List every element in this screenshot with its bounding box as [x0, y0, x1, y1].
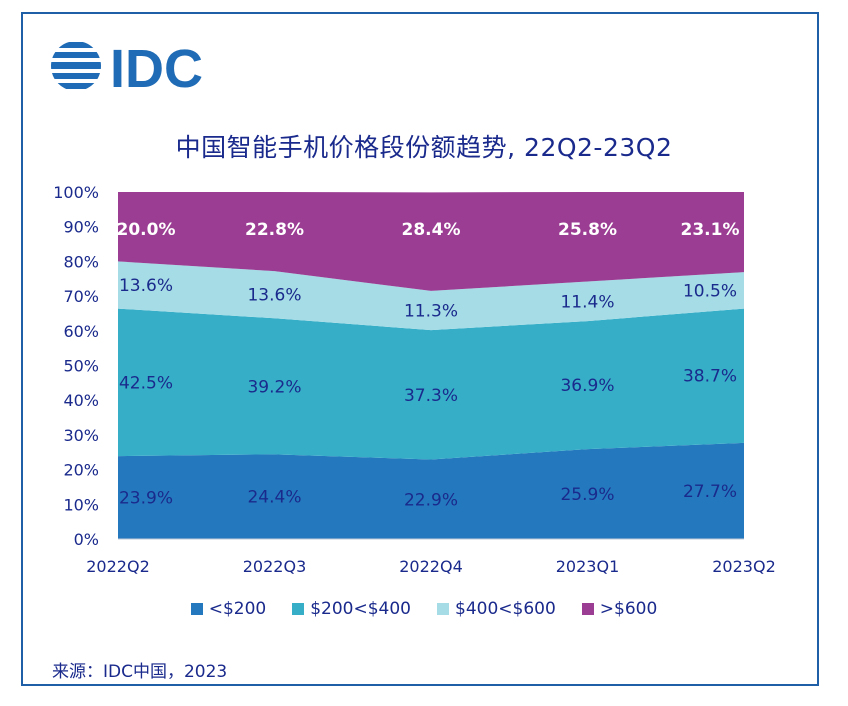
y-tick-label: 40% — [63, 391, 99, 410]
y-axis: 0% 10% 20% 30% 40% 50% 60% 70% 80% 90% 100% — [53, 183, 99, 549]
data-label: 37.3% — [404, 386, 458, 406]
y-tick-label: 50% — [63, 357, 99, 376]
y-tick-label: 70% — [63, 287, 99, 306]
data-label: 10.5% — [683, 281, 737, 301]
data-labels: 23.9% 24.4% 22.9% 25.9% 27.7% 42.5% 39.2% 37.3%… — [117, 220, 740, 510]
legend-item: <$200 — [190, 599, 267, 619]
legend-label: $400<$600 — [455, 599, 556, 619]
x-tick-label: 2022Q4 — [399, 557, 463, 576]
legend-item: $200<$400 — [292, 599, 411, 619]
data-label: 11.3% — [404, 302, 458, 322]
x-axis: 2022Q2 2022Q3 2022Q4 2023Q1 2023Q2 — [86, 538, 776, 576]
x-tick-label: 2022Q3 — [243, 557, 307, 576]
data-label: 24.4% — [247, 488, 301, 508]
x-tick-label: 2023Q1 — [556, 557, 620, 576]
data-label: 25.8% — [558, 220, 617, 240]
y-tick-label: 100% — [53, 183, 99, 202]
data-label: 38.7% — [683, 367, 737, 387]
data-label: 11.4% — [560, 292, 614, 312]
data-label: 13.6% — [247, 286, 301, 306]
globe-icon — [51, 42, 101, 89]
legend-swatch — [190, 603, 203, 615]
chart-title: 中国智能手机价格段份额趋势, 22Q2-23Q2 — [175, 133, 673, 162]
idc-logo: IDC — [51, 39, 203, 94]
y-tick-label: 10% — [63, 495, 99, 514]
legend-item: $400<$600 — [437, 599, 556, 619]
data-label: 25.9% — [560, 485, 614, 505]
data-label: 42.5% — [119, 373, 173, 393]
data-label: 22.8% — [245, 220, 304, 240]
area-series-3 — [118, 192, 744, 291]
legend-swatch — [292, 603, 305, 615]
x-tick-label: 2023Q2 — [712, 557, 776, 576]
legend-label: <$200 — [208, 599, 267, 619]
y-tick-label: 30% — [63, 426, 99, 445]
y-tick-label: 90% — [63, 218, 99, 237]
data-label: 36.9% — [560, 376, 614, 396]
data-label: 28.4% — [402, 220, 461, 240]
data-label: 39.2% — [247, 377, 301, 397]
legend-label: >$600 — [599, 599, 658, 619]
y-tick-label: 0% — [74, 530, 99, 549]
data-label: 23.9% — [119, 489, 173, 509]
legend: <$200 $200<$400 $400<$600 >$600 — [0, 599, 848, 619]
legend-label: $200<$400 — [310, 599, 411, 619]
data-label: 20.0% — [117, 220, 176, 240]
source-note: 来源：IDC中国，2023 — [52, 662, 228, 682]
y-tick-label: 20% — [63, 461, 99, 480]
data-label: 13.6% — [119, 276, 173, 296]
data-label: 22.9% — [404, 490, 458, 510]
data-label: 23.1% — [681, 220, 740, 240]
area-series-2 — [118, 261, 744, 331]
y-tick-label: 80% — [63, 252, 99, 271]
area-series-1 — [118, 308, 744, 460]
x-tick-label: 2022Q2 — [86, 557, 150, 576]
logo-wordmark: IDC — [110, 39, 203, 94]
legend-swatch — [581, 603, 594, 615]
y-tick-label: 60% — [63, 322, 99, 341]
legend-item: >$600 — [581, 599, 658, 619]
data-label: 27.7% — [683, 482, 737, 502]
area-series-0 — [118, 442, 744, 539]
stacked-areas — [118, 192, 744, 539]
legend-swatch — [437, 603, 449, 615]
